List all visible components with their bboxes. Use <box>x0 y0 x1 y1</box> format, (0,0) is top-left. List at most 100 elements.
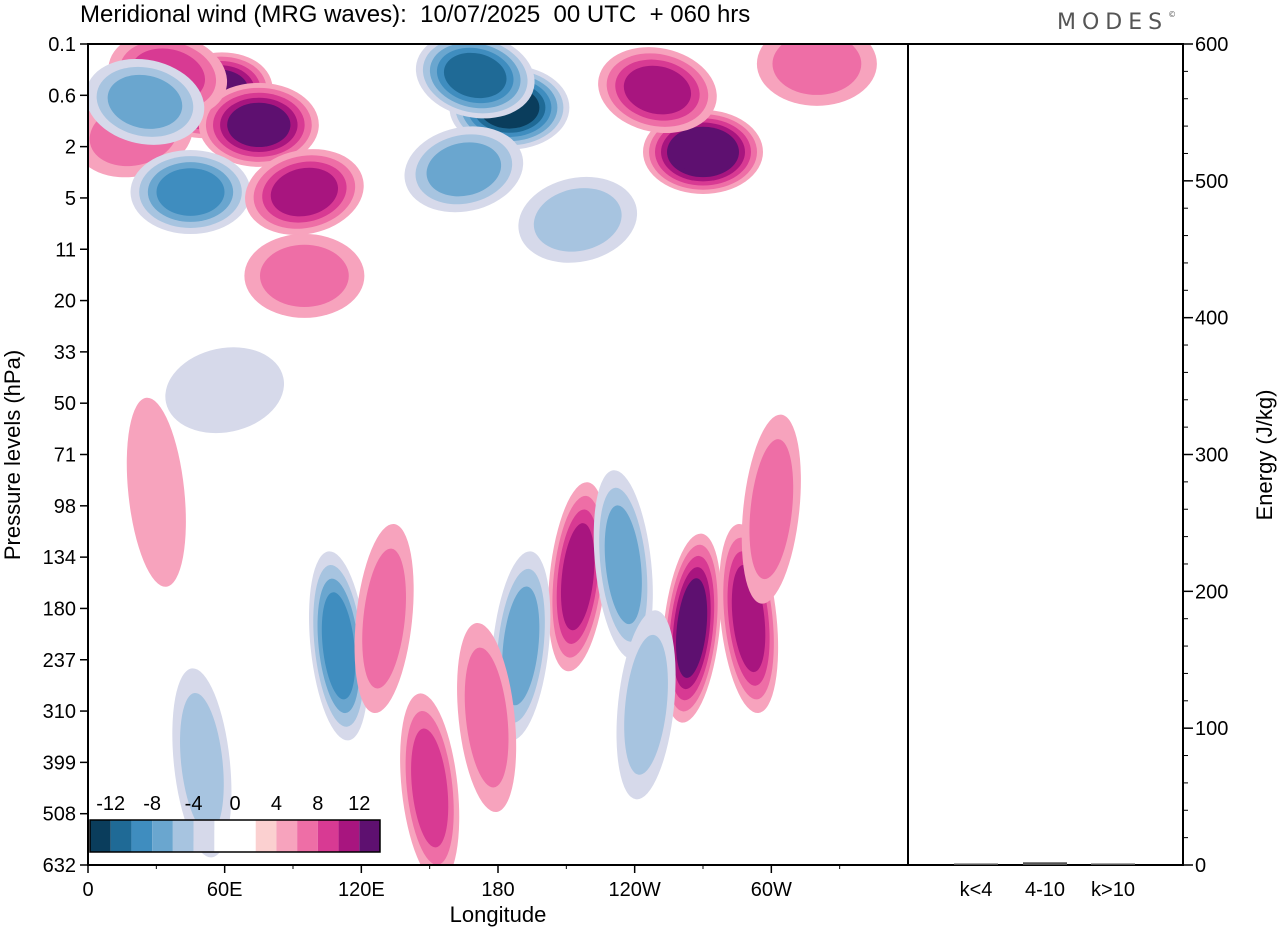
contour-level <box>165 347 285 434</box>
contour-blob <box>308 551 369 741</box>
contour-blob <box>245 149 364 235</box>
contour-level <box>411 728 449 848</box>
contour-blob <box>404 126 524 213</box>
colorbar-swatch <box>276 820 298 852</box>
contour-level <box>772 44 862 95</box>
colorbar-label: 12 <box>348 793 370 815</box>
energy-tick-label: 300 <box>1195 445 1228 467</box>
energy-tick-label: 200 <box>1195 581 1228 603</box>
energy-bar <box>1091 863 1135 865</box>
y-tick-label: 98 <box>54 496 76 518</box>
colorbar-swatch <box>317 820 339 852</box>
contour-blob <box>354 523 414 714</box>
contour-blob <box>126 397 186 587</box>
contour-blob <box>616 610 676 800</box>
colorbar-swatch <box>172 820 194 852</box>
contour-level <box>502 586 540 706</box>
colorbar-swatch <box>338 820 360 852</box>
contour-level <box>623 65 692 115</box>
energy-tick-label: 400 <box>1195 308 1228 330</box>
y-tick-label: 11 <box>55 239 76 261</box>
contour-level <box>156 168 225 216</box>
contour-level <box>107 74 183 129</box>
energy-bar <box>1023 862 1067 865</box>
colorbar-swatch <box>255 820 277 852</box>
x-tick-label: 0 <box>82 879 93 901</box>
chart-title: Meridional wind (MRG waves): 10/07/2025 … <box>80 1 751 28</box>
x-tick-label: 120E <box>338 879 385 901</box>
x-tick-label: 180 <box>481 879 514 901</box>
contour-level <box>443 52 507 99</box>
contour-blob <box>662 533 722 723</box>
y-tick-label: 50 <box>54 393 76 415</box>
y-tick-label: 71 <box>54 445 76 467</box>
contour-level <box>624 634 668 775</box>
contour-level <box>464 647 509 788</box>
contour-level <box>180 692 224 833</box>
contour-blob <box>130 150 251 235</box>
contour-blob <box>593 470 653 660</box>
energy-axis-label: Energy (J/kg) <box>1252 390 1277 521</box>
colorbar-swatch <box>131 820 153 852</box>
y-tick-label: 0.6 <box>48 85 76 107</box>
x-tick-label: 60E <box>207 879 243 901</box>
x-axis: 0 60E 120E 180 120W 60W <box>82 865 841 901</box>
colorbar-label: 4 <box>271 793 282 815</box>
contour-blob <box>172 668 232 858</box>
energy-tick-label: 100 <box>1195 718 1228 740</box>
energy-category-label: k>10 <box>1091 879 1135 901</box>
contour-level <box>321 592 356 700</box>
contour-blob <box>598 47 717 134</box>
colorbar-frame <box>89 819 381 853</box>
brand-text: MODES <box>1057 10 1169 35</box>
contour-blob <box>244 233 365 318</box>
contour-level <box>270 167 339 217</box>
y-tick-label: 5 <box>65 188 76 210</box>
energy-tick-label: 500 <box>1195 171 1228 193</box>
energy-bars <box>954 862 1135 865</box>
contour-field <box>88 44 877 865</box>
modes-logo: MODES© <box>1057 10 1177 35</box>
contour-blob <box>457 622 517 813</box>
contour-blob <box>415 44 535 119</box>
y-tick-label: 2 <box>65 137 76 159</box>
contour-blob <box>518 176 638 263</box>
colorbar-label: 0 <box>229 793 240 815</box>
y-axis: 0.1 0.6 2 5 11 20 33 50 71 98 134 180 237 310 399 508 63… <box>43 34 88 877</box>
colorbar-label: -8 <box>143 793 161 815</box>
contour-blob <box>548 482 608 672</box>
colorbar-label: -12 <box>96 793 125 815</box>
colorbar: -12 -8 -4 0 4 8 12 <box>89 793 381 853</box>
colorbar-swatch <box>152 820 173 852</box>
contour-blob <box>400 693 460 865</box>
contour-level <box>560 523 595 631</box>
contour-blob <box>756 44 877 106</box>
contour-level <box>362 548 406 689</box>
contour-level <box>673 130 733 173</box>
colorbar-label: -4 <box>185 793 203 815</box>
y-axis-label: Pressure levels (hPa) <box>0 350 25 560</box>
contour-blob <box>88 58 205 145</box>
colorbar-label: 8 <box>312 793 323 815</box>
colorbar-swatch <box>297 820 318 852</box>
y-tick-label: 134 <box>43 547 76 569</box>
contour-level <box>126 397 186 587</box>
energy-x-axis: k<4 4-10 k>10 <box>960 879 1135 901</box>
contour-level <box>604 505 642 625</box>
y-tick-label: 20 <box>54 291 76 313</box>
y-tick-label: 508 <box>43 804 76 826</box>
contour-level <box>259 244 349 307</box>
y-tick-label: 399 <box>43 752 76 774</box>
colorbar-swatch <box>110 820 132 852</box>
energy-category-label: k<4 <box>960 879 993 901</box>
contour-blob <box>198 82 319 167</box>
contour-level <box>749 439 794 580</box>
y-tick-label: 180 <box>43 598 76 620</box>
contour-level <box>676 578 708 678</box>
energy-tick-label: 0 <box>1195 855 1206 877</box>
energy-category-label: 4-10 <box>1025 879 1065 901</box>
y-tick-label: 237 <box>43 650 76 672</box>
colorbar-swatch <box>359 820 380 852</box>
x-tick-label: 60W <box>751 879 792 901</box>
contour-blob <box>741 414 801 604</box>
